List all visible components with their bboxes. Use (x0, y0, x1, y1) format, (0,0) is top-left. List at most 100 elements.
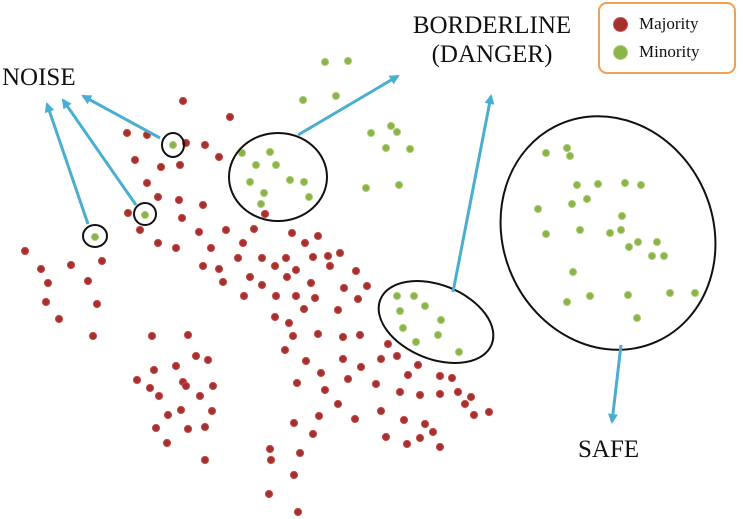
majority-point (41, 297, 51, 307)
majority-point (335, 248, 345, 258)
noise-ring (82, 224, 108, 248)
majority-point (453, 387, 463, 397)
majority-point (289, 470, 299, 480)
majority-point (171, 361, 181, 371)
majority-point (333, 399, 343, 409)
minority-point (245, 177, 255, 187)
minority-point (623, 290, 633, 300)
majority-point (287, 228, 297, 238)
majority-point (176, 405, 186, 415)
minority-point (565, 151, 575, 161)
minority-point (665, 288, 675, 298)
majority-point (181, 381, 191, 391)
majority-point (145, 383, 155, 393)
majority-point (460, 399, 470, 409)
minority-point (251, 160, 261, 170)
majority-point (362, 281, 372, 291)
majority-point (183, 330, 193, 340)
majority-point (203, 355, 213, 365)
majority-point (270, 312, 280, 322)
minority-point (585, 291, 595, 301)
majority-point (163, 410, 173, 420)
majority-point (415, 433, 425, 443)
borderline-label-line2: (DANGER) (431, 40, 553, 68)
majority-point (153, 192, 163, 202)
majority-point (135, 225, 145, 235)
minority-point (343, 56, 353, 66)
minority-point (320, 57, 330, 67)
minority-point (395, 306, 405, 316)
borderline-cluster-ellipse (377, 279, 495, 365)
majority-point (381, 432, 391, 442)
majority-point (198, 200, 208, 210)
majority-point (338, 332, 348, 342)
majority-point (320, 385, 330, 395)
majority-point (266, 455, 276, 465)
minority-point (633, 237, 643, 247)
pointer-arrow (61, 98, 138, 206)
majority-point (270, 261, 280, 271)
majority-point (282, 272, 292, 282)
minority-point (659, 251, 669, 261)
majority-point (171, 243, 181, 253)
minority-point (572, 180, 582, 190)
majority-point (383, 339, 393, 349)
majority-point (306, 278, 316, 288)
minority-point (259, 188, 269, 198)
majority-point (239, 291, 249, 301)
majority-point (154, 391, 164, 401)
majority-point (191, 351, 201, 361)
minority-point (394, 180, 404, 190)
minority-point (420, 301, 430, 311)
majority-point (214, 264, 224, 274)
noise-label: NOISE (2, 64, 76, 91)
majority-point (206, 243, 216, 253)
majority-point (316, 368, 326, 378)
minority-point (271, 160, 281, 170)
minority-point (652, 237, 662, 247)
minority-point (168, 140, 178, 150)
majority-point (260, 209, 270, 219)
minority-swatch-icon (614, 45, 627, 59)
majority-point (392, 351, 402, 361)
majority-point (149, 365, 159, 375)
minority-point (636, 180, 646, 190)
borderline-label: BORDERLINE (DANGER) (392, 12, 592, 70)
majority-point (376, 406, 386, 416)
majority-point (200, 455, 210, 465)
minority-point (562, 297, 572, 307)
majority-point (300, 238, 310, 248)
noise-ring (161, 132, 185, 158)
minority-point (690, 288, 700, 298)
minority-point (568, 267, 578, 277)
majority-point (313, 231, 323, 241)
minority-point (381, 143, 391, 153)
minority-point (617, 211, 627, 221)
majority-point (208, 381, 218, 391)
majority-point (301, 356, 311, 366)
majority-point (310, 293, 320, 303)
minority-point (541, 229, 551, 239)
majority-point (295, 448, 305, 458)
legend: Majority Minority (598, 2, 736, 74)
majority-point (218, 277, 228, 287)
majority-point (293, 507, 303, 517)
majority-point (356, 362, 366, 372)
majority-point (132, 375, 142, 385)
legend-item-minority: Minority (614, 42, 699, 62)
majority-point (339, 283, 349, 293)
majority-point (200, 422, 210, 432)
majority-point (338, 354, 348, 364)
majority-point (43, 278, 53, 288)
majority-point (351, 266, 361, 276)
pointer-arrow (81, 94, 161, 140)
majority-point (399, 415, 409, 425)
minority-point (392, 291, 402, 301)
minority-point (265, 147, 275, 157)
minority-point (386, 121, 396, 131)
majority-point (403, 370, 413, 380)
minority-point (541, 148, 551, 158)
majority-point (308, 252, 318, 262)
majority-point (257, 280, 267, 290)
